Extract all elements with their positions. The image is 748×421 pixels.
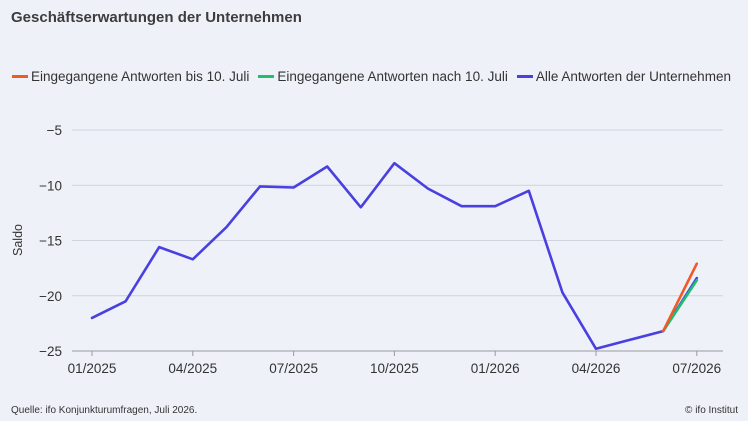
x-tick-label: 07/2026	[672, 361, 721, 376]
legend-label-alle: Alle Antworten der Unternehmen	[535, 68, 731, 84]
legend-label-nach: Eingegangene Antworten nach 10. Juli	[277, 68, 508, 84]
chart-title: Geschäftserwartungen der Unternehmen	[11, 9, 302, 26]
series-line-0	[661, 262, 699, 333]
legend-swatch-nach	[258, 74, 275, 78]
series-line-2	[90, 161, 699, 351]
legend-swatch-alle	[516, 74, 533, 78]
chart-legend: Eingegangene Antworten bis 10. Juli Eing…	[12, 67, 740, 85]
x-tick-label: 07/2025	[269, 361, 318, 376]
legend-label-bis: Eingegangene Antworten bis 10. Juli	[31, 68, 250, 84]
legend-item-alle[interactable]: Alle Antworten der Unternehmen	[516, 68, 731, 84]
x-tick-label: 04/2025	[168, 361, 217, 376]
x-tick-label: 01/2025	[68, 361, 117, 376]
legend-item-bis[interactable]: Eingegangene Antworten bis 10. Juli	[12, 69, 249, 84]
legend-item-nach[interactable]: Eingegangene Antworten nach 10. Juli	[258, 68, 508, 84]
y-tick-label: −5	[47, 123, 62, 138]
y-tick-label: −20	[39, 289, 62, 304]
y-axis-label: Saldo	[11, 224, 25, 256]
copyright-note: © ifo Institut	[685, 405, 738, 416]
y-tick-label: −15	[39, 234, 62, 249]
source-note: Quelle: ifo Konjunkturumfragen, Juli 202…	[11, 405, 198, 416]
x-tick-label: 04/2026	[572, 361, 621, 376]
x-tick-label: 01/2026	[471, 361, 520, 376]
y-tick-label: −25	[39, 344, 62, 359]
x-tick-label: 10/2025	[370, 361, 419, 376]
legend-swatch-bis	[12, 74, 28, 78]
y-tick-label: −10	[39, 178, 62, 193]
